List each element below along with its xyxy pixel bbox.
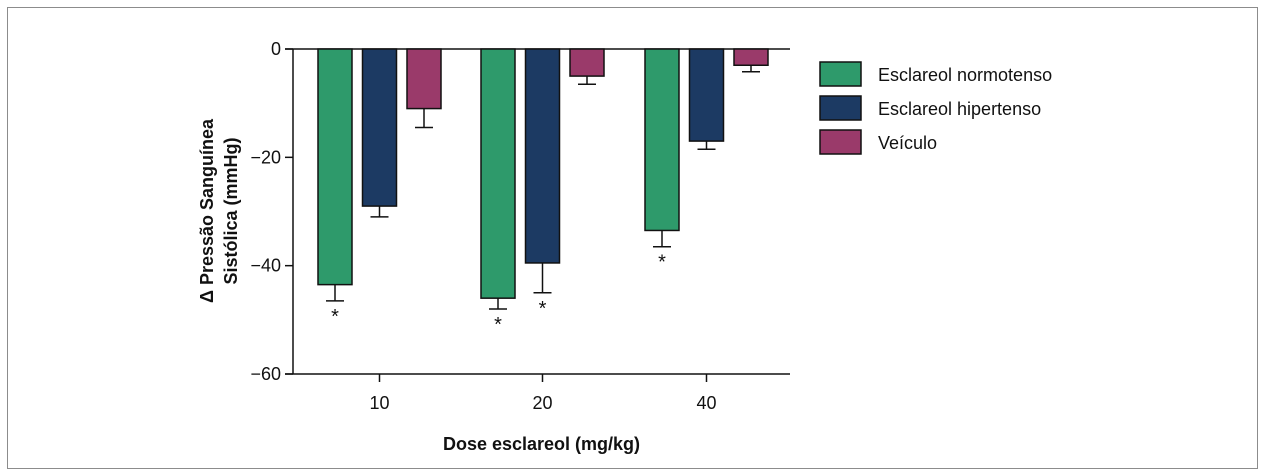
bar	[644, 48, 680, 232]
bar	[733, 48, 769, 66]
significance-marker: *	[331, 306, 339, 328]
x-tick-label: 40	[696, 393, 716, 413]
bar	[406, 48, 442, 110]
legend-label: Veículo	[878, 133, 937, 153]
bar	[480, 48, 516, 299]
bar	[361, 48, 398, 207]
y-axis-title: Δ Pressão Sanguínea Sistólica (mmHg)	[197, 118, 241, 303]
legend-swatch	[819, 61, 862, 87]
y-tick-label: 0	[271, 39, 281, 59]
legend: Esclareol normotenso Esclareol hipertenso…	[819, 61, 1052, 155]
bar	[524, 48, 561, 264]
bars	[317, 48, 769, 310]
significance-marker: *	[539, 298, 547, 320]
y-tick-label: −40	[250, 256, 281, 276]
x-tick-label: 10	[369, 393, 389, 413]
y-axis-title-line2: Sistólica (mmHg)	[221, 137, 241, 284]
x-tick-label: 20	[532, 393, 552, 413]
figure-frame	[7, 7, 1258, 469]
bar	[569, 48, 605, 77]
labels: 0 −20 −40 −60 10 20 40 * * * * Dose esclareol (mg/k…	[197, 39, 717, 454]
significance-marker: *	[658, 252, 666, 274]
legend-label: Esclareol normotenso	[878, 65, 1052, 85]
y-tick-label: −60	[250, 364, 281, 384]
y-axis-title-line1: Δ Pressão Sanguínea	[197, 118, 217, 303]
legend-swatch	[819, 95, 862, 121]
legend-label: Esclareol hipertenso	[878, 99, 1041, 119]
bar	[317, 48, 353, 286]
legend-swatch	[819, 129, 862, 155]
x-axis-title: Dose esclareol (mg/kg)	[443, 434, 640, 454]
bar	[688, 48, 725, 142]
y-tick-label: −20	[250, 147, 281, 167]
significance-marker: *	[494, 314, 502, 336]
